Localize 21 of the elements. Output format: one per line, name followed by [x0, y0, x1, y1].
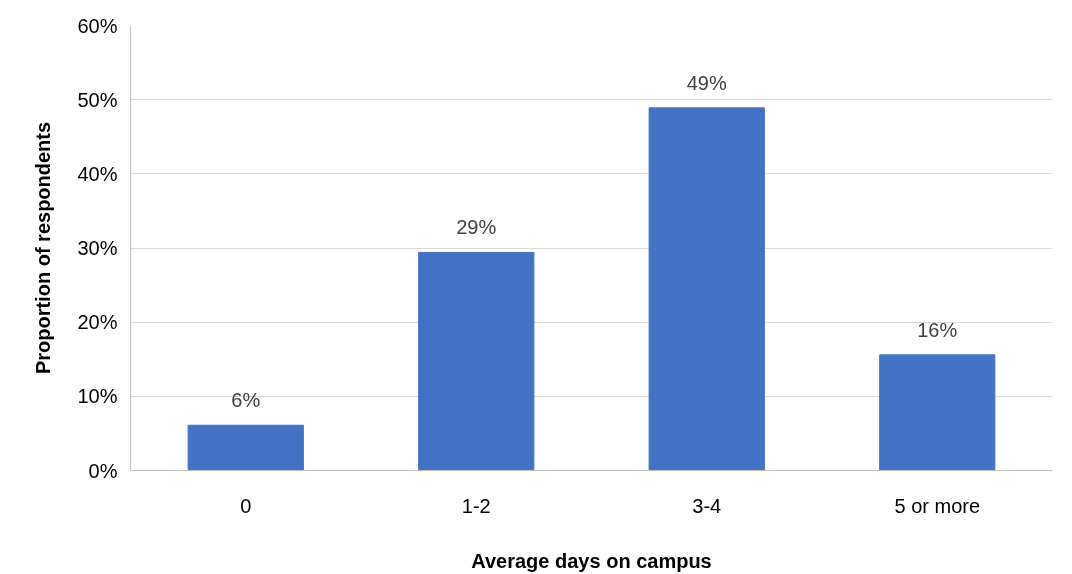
bar [879, 354, 996, 471]
x-axis-title: Average days on campus [471, 549, 712, 572]
bar [187, 424, 304, 471]
data-label: 6% [231, 389, 261, 412]
y-tick-label: 0% [88, 459, 118, 482]
bar [418, 251, 535, 471]
data-label: 49% [686, 71, 727, 94]
x-tick-label: 0 [240, 494, 252, 517]
y-axis-title: Proportion of respondents [32, 121, 55, 375]
y-tick-label: 50% [77, 88, 118, 111]
y-tick-label: 40% [77, 162, 118, 185]
x-tick-label: 1-2 [461, 494, 491, 517]
bar [648, 107, 765, 471]
y-tick-label: 10% [77, 385, 118, 408]
x-tick-label: 3-4 [692, 494, 722, 517]
y-tick-label: 60% [77, 14, 118, 37]
y-tick-label: 30% [77, 237, 118, 259]
x-tick-label: 5 or more [894, 494, 981, 517]
y-tick-label: 20% [77, 311, 118, 334]
data-label: 16% [917, 318, 958, 341]
data-label: 29% [456, 216, 497, 239]
